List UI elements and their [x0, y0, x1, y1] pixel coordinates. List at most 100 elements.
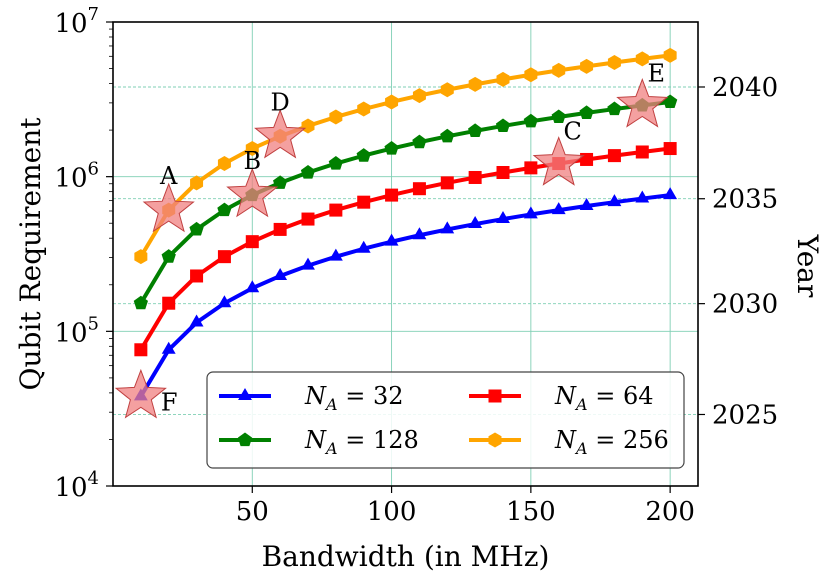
annotation-star-e [616, 78, 669, 128]
y-tick-label: 105 [54, 313, 99, 348]
data-point [134, 343, 148, 357]
data-point [385, 188, 399, 202]
data-point [189, 314, 204, 327]
legend-equals: = [338, 426, 373, 454]
legend-subscript: A [324, 395, 338, 414]
series-line-64 [139, 146, 671, 351]
y-axis-title: Qubit Requirement [14, 117, 47, 391]
annotation-label-b: B [243, 147, 261, 175]
legend-equals: = [588, 426, 623, 454]
series-line-32 [139, 193, 671, 398]
annotation-star-f [114, 368, 167, 419]
legend-value: 128 [373, 426, 419, 454]
y-tick-exponent: 4 [88, 468, 99, 489]
data-point [217, 295, 232, 308]
data-point [190, 175, 204, 191]
x-axis-title: Bandwidth (in MHz) [262, 540, 550, 573]
data-point [607, 55, 621, 70]
annotation-label-a: A [159, 162, 178, 190]
legend-subscript: A [574, 395, 588, 414]
legend-equals: = [338, 382, 373, 410]
y-tick-exponent: 6 [88, 159, 99, 180]
data-point [245, 141, 259, 157]
legend-label-32: NA = 32 [304, 382, 403, 414]
data-point [357, 195, 371, 209]
data-point [495, 118, 511, 133]
series-line-128 [139, 99, 671, 305]
x-tick-label: 50 [236, 497, 269, 527]
data-point [607, 194, 622, 207]
data-point [356, 240, 371, 253]
legend-subscript: A [324, 439, 338, 458]
data-point [524, 161, 538, 175]
data-point [580, 152, 594, 166]
annotation-label-d: D [271, 88, 290, 116]
data-point [273, 222, 287, 236]
x-tick-label: 200 [645, 497, 695, 527]
legend-symbol: N [554, 426, 577, 454]
data-point [607, 101, 622, 116]
data-point [134, 249, 148, 265]
legend-label-64: NA = 64 [554, 382, 653, 414]
data-point [357, 101, 371, 117]
annotation-star-b [226, 167, 279, 218]
data-point [329, 109, 343, 125]
data-point [468, 170, 482, 184]
data-point [663, 94, 678, 109]
data-point [133, 295, 148, 310]
data-point [663, 187, 678, 200]
legend-marker-256 [488, 432, 502, 448]
y-tick-exponent: 7 [88, 4, 99, 25]
data-point [440, 128, 455, 143]
data-point [384, 141, 399, 155]
series-layer [133, 47, 678, 401]
data-point [523, 113, 538, 128]
data-point [551, 202, 566, 215]
annotation-label-f: F [161, 388, 178, 416]
y2-axis-title: Year [791, 234, 824, 298]
data-point [663, 47, 677, 63]
data-point [580, 58, 594, 74]
data-point [635, 145, 649, 159]
legend-marker-64 [488, 389, 502, 403]
data-point [273, 175, 288, 189]
legend-marker-128 [237, 432, 253, 447]
y2-tick-label: 2035 [712, 185, 778, 215]
data-point [328, 248, 343, 261]
x-tick-label: 150 [506, 497, 556, 527]
legend-equals: = [588, 382, 623, 410]
data-point [468, 123, 483, 137]
annotation-star-c [532, 136, 585, 186]
data-point [440, 221, 455, 234]
data-point [328, 156, 343, 170]
data-point [217, 202, 232, 217]
data-point [579, 105, 594, 119]
y2-tick-label: 2030 [712, 290, 778, 320]
data-point [468, 76, 482, 92]
plot-frame [112, 21, 699, 487]
y-tick-label: 107 [54, 4, 99, 39]
legend-marker-32 [238, 388, 252, 400]
data-point [635, 51, 649, 67]
y-tick-label: 106 [54, 159, 99, 194]
y-tick-base: 10 [54, 473, 87, 503]
data-point [189, 221, 204, 236]
data-point [245, 280, 260, 293]
data-point [161, 249, 176, 263]
data-point [412, 227, 427, 240]
data-point [635, 190, 650, 203]
data-point [384, 233, 399, 246]
legend-value: 32 [373, 382, 404, 410]
data-point [217, 156, 231, 172]
data-point [524, 67, 538, 83]
data-point [551, 109, 566, 124]
data-point [217, 250, 231, 264]
data-point [607, 149, 621, 163]
y2-tick-label: 2040 [712, 73, 778, 103]
legend-symbol: N [304, 382, 327, 410]
data-point [468, 216, 483, 229]
legend-value: 64 [623, 382, 654, 410]
